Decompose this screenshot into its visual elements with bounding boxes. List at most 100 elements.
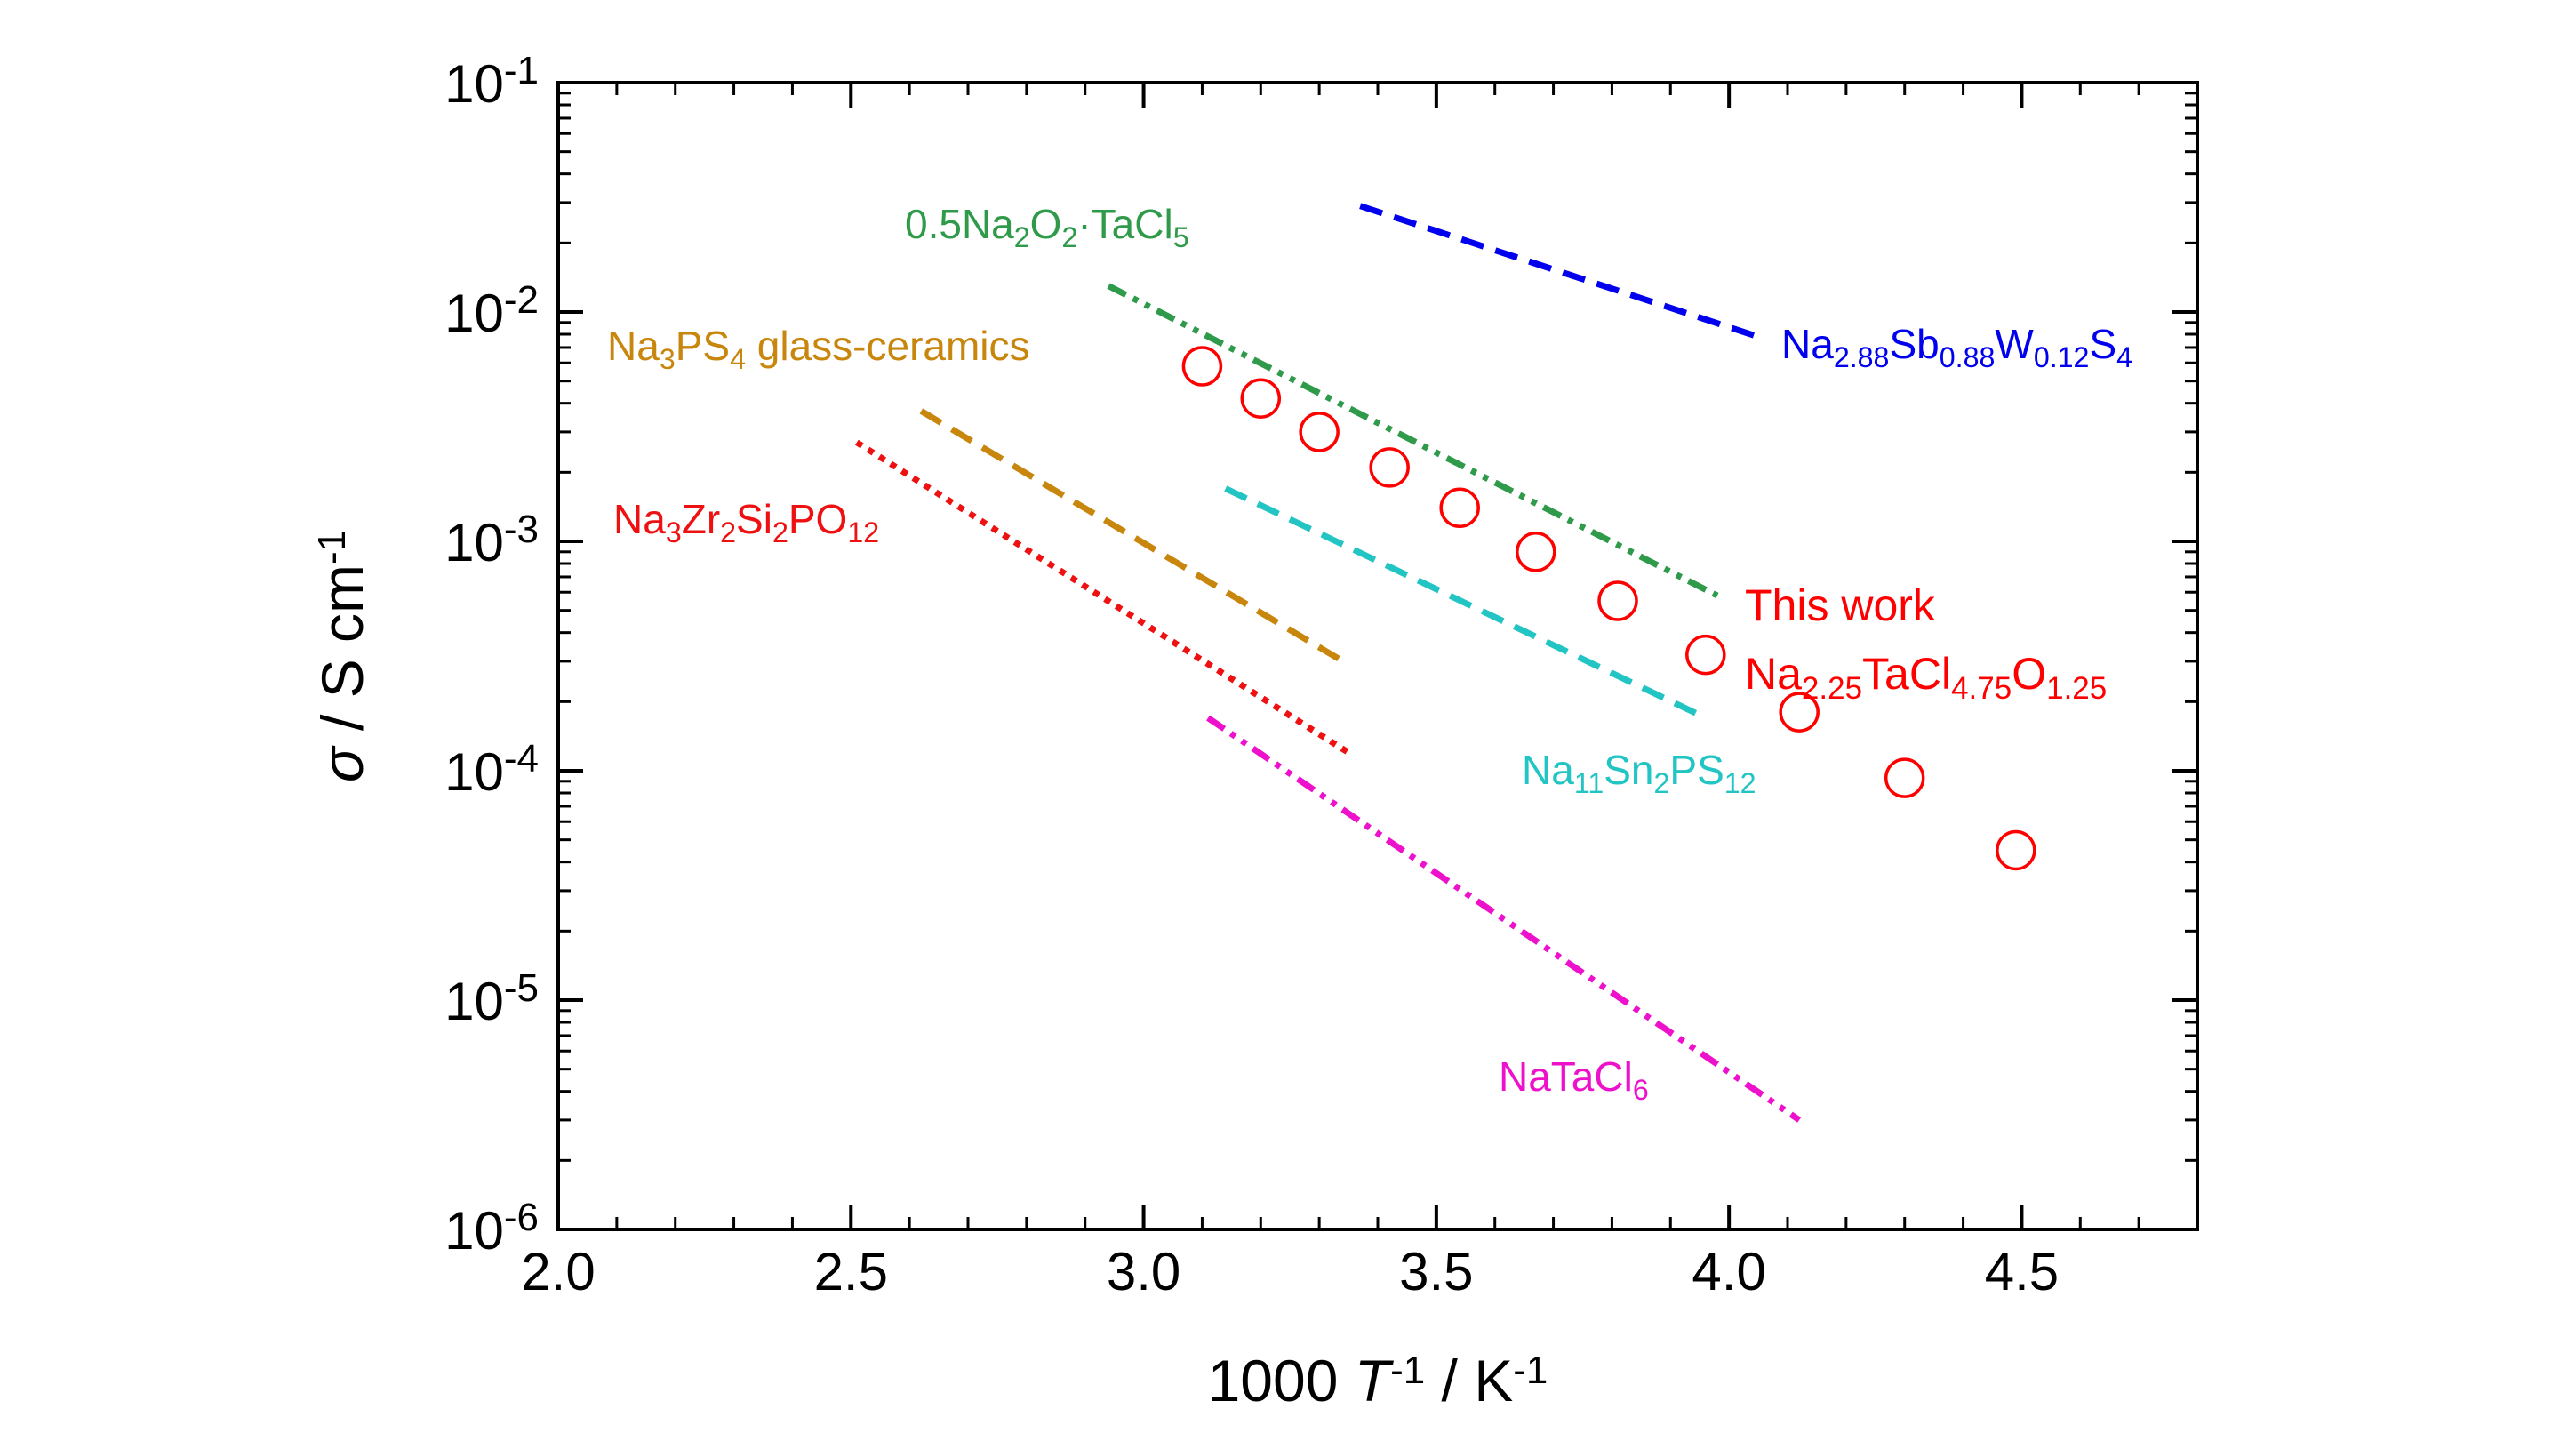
label-nasicon-part: PO	[788, 496, 847, 542]
label-na11sn2ps12: Na11Sn2PS12	[1522, 747, 1756, 799]
y-tick-label-base: 10	[444, 513, 504, 572]
this-work-point	[1597, 580, 1638, 621]
label-natacl6-part: NaTaCl	[1499, 1053, 1633, 1100]
label-na288sb088w012s4-part: Sb	[1889, 321, 1939, 367]
label-nasicon-part: Zr	[682, 496, 720, 542]
x-axis-label-unit: / K	[1425, 1348, 1513, 1413]
label-this-work: This work	[1745, 580, 1936, 630]
y-tick-label-base: 10	[444, 742, 504, 802]
y-axis-label: σ / S cm-1	[309, 530, 375, 782]
minor-tick-group	[556, 83, 2199, 1229]
label-na11sn2ps12-subscript: 11	[1574, 767, 1604, 799]
x-tick-label: 3.0	[1107, 1242, 1180, 1301]
y-tick-label-base: 10	[444, 972, 504, 1031]
label-this-work-formula: Na2.25TaCl4.75O1.25	[1745, 649, 2107, 706]
label-this-work-formula-part: TaCl	[1862, 649, 1951, 699]
label-na288sb088w012s4-part: S	[2089, 321, 2116, 367]
series-line-group	[855, 203, 1802, 1123]
y-tick-label: 10-4	[444, 737, 539, 802]
y-tick-label: 10-3	[444, 508, 539, 572]
label-na288sb088w012s4-subscript: 0.88	[1940, 341, 1996, 373]
label-na288sb088w012s4-part: W	[1995, 321, 2034, 367]
label-nasicon-subscript: 2	[772, 516, 788, 548]
label-na2o2-tacl5-subscript: 2	[1014, 221, 1030, 253]
label-nasicon: Na3Zr2Si2PO12	[613, 496, 879, 548]
label-nasicon-subscript: 2	[720, 516, 736, 548]
this-work-point	[1779, 692, 1820, 733]
label-this-work-formula-subscript: 1.25	[2046, 671, 2107, 706]
x-axis-label: 1000 T-1 / K-1	[1208, 1348, 1548, 1413]
label-na11sn2ps12-part: Na	[1522, 747, 1574, 793]
label-na288sb088w012s4-subscript: 2.88	[1834, 341, 1890, 373]
label-na3ps4-glass-ceramics: Na3PS4 glass-ceramics	[607, 323, 1030, 375]
label-na3ps4-glass-ceramics-subscript: 3	[660, 343, 676, 375]
na3ps4-glass-ceramics-line	[919, 408, 1350, 668]
label-nasicon-subscript: 3	[666, 516, 682, 548]
label-na3ps4-glass-ceramics-subscript: 4	[730, 343, 746, 375]
major-tick-group	[556, 81, 2197, 1231]
x-axis-label-var-sup: -1	[1390, 1349, 1425, 1392]
label-na11sn2ps12-part: Sn	[1604, 747, 1653, 793]
natacl6-line	[1206, 715, 1802, 1123]
label-this-work-formula-subscript: 2.25	[1802, 671, 1862, 706]
this-work-point	[1181, 346, 1223, 387]
label-na2o2-tacl5-subscript: 2	[1061, 221, 1077, 253]
label-na2o2-tacl5-part: 0.5Na	[905, 201, 1014, 247]
nasicon-line	[855, 439, 1350, 756]
na288sb088w012s4-line	[1359, 203, 1760, 340]
y-tick-label: 10-1	[444, 49, 539, 114]
label-nasicon-part: Si	[736, 496, 772, 542]
label-na3ps4-glass-ceramics-part: glass-ceramics	[746, 323, 1030, 369]
y-tick-label: 10-6	[444, 1196, 539, 1261]
this-work-point	[1996, 829, 2036, 871]
label-na288sb088w012s4-subscript: 4	[2116, 341, 2132, 373]
label-na2o2-tacl5-part: ·TaCl	[1077, 201, 1172, 247]
this-work-point-group	[1181, 346, 2036, 871]
y-tick-label: 10-2	[444, 278, 539, 343]
x-tick-label: 4.5	[1985, 1242, 2059, 1301]
series-label-group: Na2.88Sb0.88W0.12S40.5Na2O2·TaCl5Na3PS4 …	[607, 201, 2132, 1106]
x-tick-label: 4.0	[1692, 1242, 1765, 1301]
tick-label-group: 10-610-510-410-310-210-12.0 2.5 3.0 3.5 4.0 4…	[444, 49, 2059, 1301]
label-na3ps4-glass-ceramics-part: Na	[607, 323, 660, 369]
x-tick-label: 2.5	[814, 1242, 888, 1301]
x-tick-label: 3.5	[1399, 1242, 1473, 1301]
this-work-point	[1369, 447, 1410, 488]
label-na11sn2ps12-part: PS	[1669, 747, 1724, 793]
y-axis-label-unit: / S cm	[309, 564, 375, 747]
y-axis-label-var: σ	[309, 745, 375, 782]
label-na11sn2ps12-subscript: 2	[1654, 767, 1670, 799]
y-tick-label-exp: -1	[504, 49, 539, 92]
label-natacl6: NaTaCl6	[1499, 1053, 1649, 1106]
y-axis-label-unit-sup: -1	[310, 530, 354, 564]
y-tick-label-exp: -4	[504, 737, 539, 781]
label-na2o2-tacl5: 0.5Na2O2·TaCl5	[905, 201, 1189, 253]
y-tick-label-exp: -3	[504, 508, 539, 551]
y-tick-label-exp: -2	[504, 278, 539, 322]
x-axis-label-pre: 1000	[1208, 1348, 1355, 1413]
label-na288sb088w012s4-subscript: 0.12	[2034, 341, 2090, 373]
label-na11sn2ps12-subscript: 12	[1724, 767, 1756, 799]
this-work-point	[1299, 412, 1340, 452]
y-tick-label-base: 10	[444, 1201, 504, 1261]
this-work-point	[1516, 532, 1556, 572]
this-work-point	[1439, 487, 1480, 529]
plot-frame	[556, 81, 2199, 1231]
label-nasicon-subscript: 12	[847, 516, 879, 548]
y-tick-label-base: 10	[444, 284, 504, 343]
label-na288sb088w012s4: Na2.88Sb0.88W0.12S4	[1781, 321, 2132, 373]
label-this-work-formula-part: Na	[1745, 649, 1802, 699]
label-this-work-formula-subscript: 4.75	[1951, 671, 2012, 706]
label-na288sb088w012s4-part: Na	[1781, 321, 1834, 367]
label-na3ps4-glass-ceramics-part: PS	[676, 323, 730, 369]
label-natacl6-subscript: 6	[1633, 1074, 1649, 1106]
this-work-point	[1240, 378, 1282, 419]
x-axis-label-unit-sup: -1	[1513, 1349, 1548, 1392]
label-na2o2-tacl5-part: O	[1030, 201, 1062, 247]
label-na2o2-tacl5-subscript: 5	[1173, 221, 1189, 253]
y-tick-label-exp: -5	[504, 966, 539, 1010]
label-this-work-formula-part: O	[2012, 649, 2046, 699]
y-tick-label-exp: -6	[504, 1196, 539, 1239]
